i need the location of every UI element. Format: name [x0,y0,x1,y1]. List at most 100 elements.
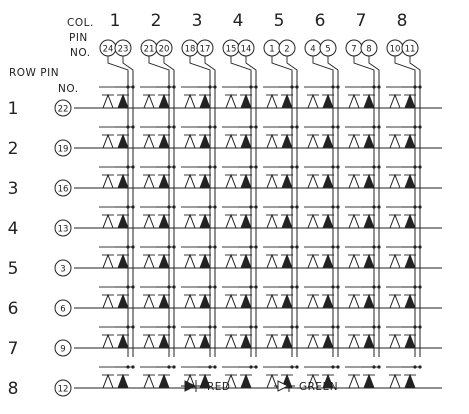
red-diode-icon [240,93,252,109]
green-diode-icon [389,293,401,309]
led-cell [99,365,135,389]
led-cell [99,85,135,109]
led-cell [386,285,422,309]
led-cell [181,285,217,309]
red-diode-icon [117,173,129,189]
row-pin-number: 9 [60,345,65,355]
green-diode-icon [143,133,155,149]
row-pin-number: 6 [60,305,65,315]
red-diode-icon [281,333,293,349]
red-diode-icon [363,293,375,309]
column-pin-lead [271,56,293,71]
red-diode-icon [240,333,252,349]
led-cell [386,325,422,349]
led-cell [263,285,299,309]
led-cell [181,85,217,109]
led-cell [140,325,176,349]
red-diode-icon [158,293,170,309]
green-diode-icon [266,373,278,389]
legend-red-diode-icon [181,380,202,392]
green-diode-icon [307,213,319,229]
red-diode-icon [240,133,252,149]
red-diode-icon [117,293,129,309]
led-cell [345,165,381,189]
red-diode-icon [363,253,375,269]
led-cell [263,125,299,149]
column-number: 3 [192,11,203,31]
column-pin-lead [312,56,334,71]
row-pin-circle [54,259,72,277]
row-number: 2 [8,139,19,159]
led-cell [345,85,381,109]
green-diode-icon [348,133,360,149]
red-diode-icon [117,253,129,269]
green-diode-icon [143,373,155,389]
green-diode-icon [143,333,155,349]
column-number: 8 [397,11,408,31]
red-diode-icon [322,173,334,189]
led-cell [345,205,381,229]
green-diode-icon [225,373,237,389]
led-cell [304,325,340,349]
green-diode-icon [266,133,278,149]
led-cell [222,165,258,189]
led-cell [345,285,381,309]
led-cell [304,285,340,309]
led-cell [222,205,258,229]
green-diode-icon [143,293,155,309]
column-pin-number: 1 [269,45,274,55]
green-diode-icon [307,133,319,149]
column-pin-lead [163,56,175,71]
led-cell [345,325,381,349]
led-cell [386,245,422,269]
led-cell [140,245,176,269]
column-number: 6 [315,11,326,31]
green-diode-icon [389,93,401,109]
no-label: NO. [70,47,91,59]
red-diode-icon [199,373,211,389]
red-diode-icon [199,293,211,309]
led-cell [181,165,217,189]
red-diode-icon [240,213,252,229]
green-diode-icon [102,133,114,149]
column-pin-number: 23 [118,45,129,55]
green-diode-icon [143,173,155,189]
green-diode-icon [389,373,401,389]
column-pin-lead [353,56,375,71]
red-diode-icon [240,373,252,389]
led-cell [386,165,422,189]
green-diode-icon [266,213,278,229]
column-pin-lead [368,56,380,71]
green-diode-icon [348,373,360,389]
led-cell [304,245,340,269]
green-diode-icon [102,333,114,349]
led-cell [263,325,299,349]
column-number: 2 [151,11,162,31]
column-pin-number: 10 [390,45,401,55]
column-pin-circle [114,39,132,57]
row-pin-circle [54,339,72,357]
green-diode-icon [348,253,360,269]
red-diode-icon [281,253,293,269]
green-diode-icon [184,293,196,309]
led-cell [222,325,258,349]
red-diode-icon [199,253,211,269]
column-pin-lead [204,56,216,71]
green-diode-icon [143,93,155,109]
green-diode-icon [143,253,155,269]
col-label: COL. [67,17,94,29]
red-diode-icon [281,133,293,149]
green-diode-icon [184,253,196,269]
green-diode-icon [184,173,196,189]
green-diode-icon [225,173,237,189]
column-pin-number: 4 [310,45,315,55]
row-number: 1 [8,99,19,119]
led-cell [99,325,135,349]
column-pin-lead [122,56,134,71]
legend-red-label: RED [207,381,231,393]
row-pin-circle [54,299,72,317]
green-diode-icon [389,173,401,189]
green-diode-icon [389,253,401,269]
row-pin-circle [54,179,72,197]
